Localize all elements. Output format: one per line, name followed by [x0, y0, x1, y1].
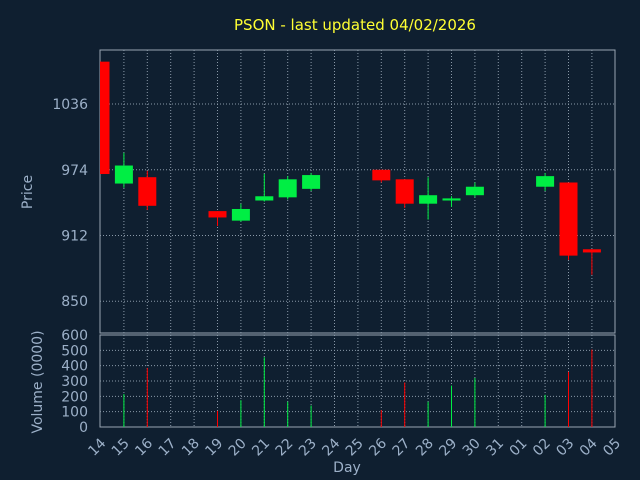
candle-body: [138, 177, 157, 206]
candle-body: [442, 198, 461, 201]
price-axis-ticks: 1036 974 912 850: [52, 97, 88, 310]
volume-tick-label: 300: [61, 374, 88, 390]
x-tick-label: 29: [436, 436, 460, 460]
x-tick-label: 25: [343, 436, 367, 460]
x-tick-label: 27: [390, 436, 414, 460]
x-tick-label: 14: [85, 435, 109, 459]
x-tick-label: 04: [577, 435, 601, 459]
price-tick-label: 974: [61, 163, 88, 179]
candle-body: [208, 211, 227, 218]
x-tick-label: 22: [273, 436, 297, 460]
x-axis-ticks: 14 15 16 17 18 19 20 21 22 23 24 25 26 27 28 29 30 31 01 02…: [85, 435, 624, 459]
x-tick-label: 16: [132, 435, 156, 459]
grid-lines: [100, 50, 615, 427]
candle-body: [582, 249, 601, 253]
x-tick-label: 20: [226, 436, 250, 460]
candle-body: [395, 179, 414, 204]
x-tick-label: 28: [413, 436, 437, 460]
x-tick-label: 24: [319, 435, 343, 459]
volume-tick-label: 200: [61, 389, 88, 405]
x-tick-label: 21: [249, 436, 273, 460]
candle-body: [114, 165, 133, 184]
x-tick-label: 19: [202, 436, 226, 460]
candle-body: [255, 196, 274, 201]
chart-title: PSON - last updated 04/02/2026: [234, 16, 476, 34]
price-axis-label: Price: [20, 175, 36, 209]
x-tick-label: 30: [460, 436, 484, 460]
x-tick-label: 01: [507, 436, 531, 460]
volume-bars: [123, 349, 593, 427]
candle-body: [100, 61, 110, 175]
x-axis-label: Day: [333, 460, 361, 476]
x-tick-label: 17: [156, 436, 180, 460]
x-tick-label: 26: [366, 435, 390, 459]
candle-body: [231, 208, 250, 221]
x-tick-label: 23: [296, 436, 320, 460]
x-tick-label: 31: [483, 436, 507, 460]
x-tick-label: 03: [553, 436, 577, 460]
candle-body: [278, 179, 297, 198]
price-tick-label: 1036: [52, 97, 88, 113]
candle-body: [559, 182, 578, 256]
x-tick-label: 05: [600, 436, 624, 460]
volume-tick-label: 400: [61, 359, 88, 375]
volume-tick-label: 600: [61, 328, 88, 344]
candle-body: [465, 186, 484, 196]
volume-tick-label: 0: [79, 420, 88, 436]
volume-axis-label: Volume (0000): [30, 330, 46, 433]
candle-body: [419, 195, 438, 204]
volume-tick-label: 100: [61, 405, 88, 421]
candle-body: [372, 169, 391, 181]
price-tick-label: 850: [61, 294, 88, 310]
candle-body: [302, 175, 321, 189]
x-tick-label: 02: [530, 436, 554, 460]
price-tick-label: 912: [61, 228, 88, 244]
candles: [100, 61, 601, 275]
x-tick-label: 18: [179, 436, 203, 460]
x-tick-label: 15: [109, 436, 133, 460]
candle-body: [536, 176, 555, 187]
volume-tick-label: 500: [61, 343, 88, 359]
